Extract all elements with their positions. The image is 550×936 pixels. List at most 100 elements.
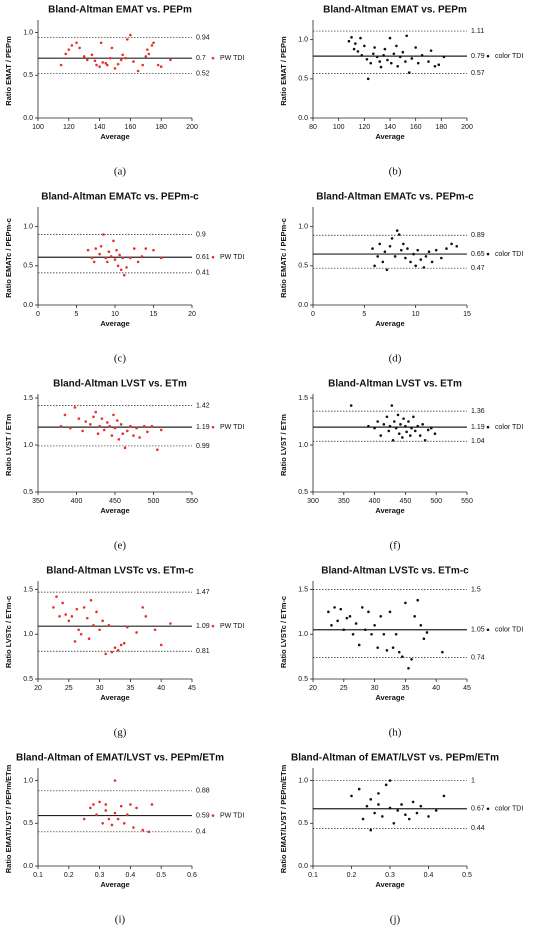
x-axis-label: Average [100,319,129,328]
point [412,252,415,256]
x-tick-label: 120 [358,124,370,131]
point [419,623,423,627]
point [367,424,370,428]
point [156,63,160,67]
limit-label: 0.57 [471,70,485,77]
y-tick-label: 1.0 [23,442,33,449]
point [345,616,349,620]
point [375,55,379,59]
point [392,821,396,825]
point [116,62,120,66]
y-tick-label: 0.0 [298,863,308,870]
point [82,817,86,821]
x-tick-label: 0.1 [308,872,318,879]
point [116,419,119,422]
point [418,434,422,437]
point [107,623,111,627]
point [94,410,98,414]
point [121,432,124,436]
point [144,247,148,250]
legend-marker [211,56,215,60]
point [92,260,96,264]
point [359,36,362,40]
point [123,446,127,450]
point [106,421,109,424]
y-tick-label: 1.5 [298,586,308,593]
chart-title: Bland-Altman LVST vs. ETm [328,379,462,390]
point [333,606,336,609]
limit-label: 0.89 [471,232,485,239]
point [427,60,430,63]
point [132,247,136,250]
point [404,424,407,428]
point [119,58,123,62]
point [424,255,428,258]
point [98,252,101,256]
limit-label: 0.59 [196,812,210,819]
point [427,815,430,818]
point [423,439,427,442]
point [122,273,126,277]
point [385,415,389,419]
point [381,815,384,818]
point [136,260,140,264]
point [416,61,420,65]
point [150,803,154,806]
y-tick-label: 1.0 [23,777,33,784]
point [59,424,63,428]
x-tick-label: 15 [150,311,158,318]
chart-title: Bland-Altman EMAT vs. PEPm [48,5,192,16]
point [363,44,366,48]
x-tick-label: 120 [63,124,75,131]
point [419,258,423,261]
point [376,420,379,423]
point [388,610,392,614]
point [379,434,383,437]
limit-label: 1.19 [471,424,485,431]
point [100,417,104,420]
point [52,606,55,609]
panel-label: (e) [114,540,127,552]
point [410,426,413,430]
limit-label: 0.7 [196,55,206,62]
point [110,46,114,50]
y-tick-label: 1.0 [298,631,308,638]
limit-label: 0.4 [196,829,206,836]
point [373,426,376,430]
point [95,63,98,67]
point [367,610,370,614]
point [369,798,373,801]
x-tick-label: 100 [32,124,44,131]
y-tick-label: 1.0 [298,777,308,784]
point [61,601,64,605]
point [101,619,104,623]
point [63,413,67,417]
point [150,424,154,428]
point [113,779,117,782]
point [413,429,417,433]
point [388,424,392,428]
point [352,47,356,51]
point [390,237,394,240]
point [108,424,111,428]
y-tick-label: 0.5 [298,76,308,83]
point [159,428,163,432]
x-tick-label: 350 [338,498,350,505]
limit-label: 0.44 [471,825,485,832]
point [401,50,405,54]
x-tick-label: 200 [186,124,198,131]
limit-label: 0.99 [196,443,210,450]
point [169,622,172,625]
panel-label: (a) [114,166,127,178]
point [129,803,132,806]
point [416,248,420,252]
point [379,65,383,69]
point [144,615,148,618]
x-axis-label: Average [375,132,404,141]
point [152,248,155,252]
panel-label: (j) [390,914,401,926]
legend-label: PW TDI [220,623,244,630]
point [330,623,333,627]
legend-marker [486,54,490,58]
point [82,606,86,609]
